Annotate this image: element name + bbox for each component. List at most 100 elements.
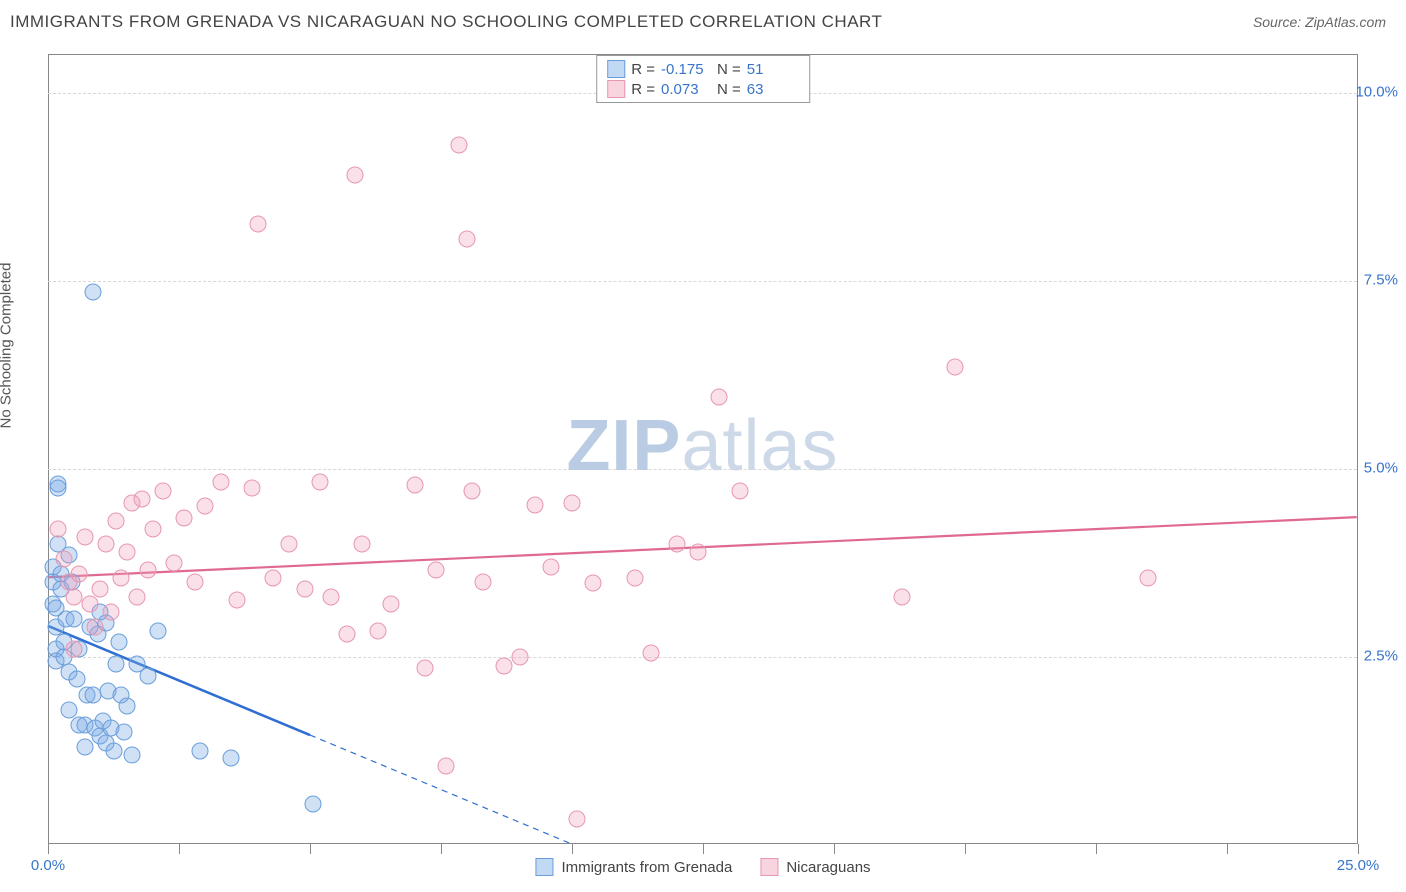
scatter-point — [87, 618, 104, 635]
scatter-point — [115, 724, 132, 741]
scatter-point — [370, 622, 387, 639]
gridline — [48, 657, 1357, 658]
y-tick-label: 7.5% — [1364, 271, 1398, 288]
scatter-point — [244, 479, 261, 496]
chart-source: Source: ZipAtlas.com — [1253, 14, 1386, 30]
scatter-point — [265, 569, 282, 586]
plot-area: ZIPatlas — [48, 54, 1358, 844]
scatter-point — [155, 483, 172, 500]
scatter-point — [322, 588, 339, 605]
y-tick-label: 10.0% — [1355, 83, 1398, 100]
scatter-point — [584, 575, 601, 592]
scatter-point — [76, 739, 93, 756]
scatter-point — [102, 603, 119, 620]
scatter-point — [304, 795, 321, 812]
swatch-pink-icon — [607, 80, 625, 98]
scatter-point — [113, 569, 130, 586]
scatter-point — [165, 554, 182, 571]
scatter-point — [84, 686, 101, 703]
scatter-point — [139, 562, 156, 579]
watermark: ZIPatlas — [566, 404, 838, 486]
swatch-blue-icon — [607, 60, 625, 78]
scatter-point — [186, 573, 203, 590]
scatter-point — [76, 528, 93, 545]
scatter-point — [527, 496, 544, 513]
scatter-point — [108, 656, 125, 673]
legend-row-grenada: R = -0.175 N = 51 — [607, 60, 797, 78]
scatter-point — [228, 592, 245, 609]
scatter-point — [464, 483, 481, 500]
scatter-point — [110, 633, 127, 650]
legend-item-nicaraguan: Nicaraguans — [760, 858, 870, 876]
scatter-point — [50, 521, 67, 538]
x-tick — [1096, 844, 1097, 854]
scatter-point — [197, 498, 214, 515]
chart-title: IMMIGRANTS FROM GRENADA VS NICARAGUAN NO… — [10, 12, 882, 32]
scatter-point — [946, 359, 963, 376]
x-tick — [310, 844, 311, 854]
scatter-point — [417, 660, 434, 677]
scatter-point — [60, 701, 77, 718]
scatter-point — [97, 536, 114, 553]
scatter-point — [144, 521, 161, 538]
x-tick-label: 25.0% — [1337, 857, 1380, 874]
scatter-point — [223, 750, 240, 767]
scatter-point — [296, 581, 313, 598]
x-tick — [965, 844, 966, 854]
scatter-point — [312, 474, 329, 491]
scatter-point — [84, 284, 101, 301]
scatter-point — [281, 536, 298, 553]
series-legend: Immigrants from Grenada Nicaraguans — [535, 858, 870, 876]
x-tick — [179, 844, 180, 854]
scatter-point — [55, 551, 72, 568]
correlation-legend: R = -0.175 N = 51 R = 0.073 N = 63 — [596, 55, 810, 103]
scatter-point — [474, 573, 491, 590]
scatter-point — [118, 697, 135, 714]
scatter-point — [626, 569, 643, 586]
x-tick — [48, 844, 49, 854]
trend-lines — [48, 55, 1357, 844]
scatter-point — [438, 758, 455, 775]
scatter-point — [118, 543, 135, 560]
scatter-point — [346, 167, 363, 184]
scatter-point — [642, 645, 659, 662]
scatter-point — [569, 810, 586, 827]
scatter-point — [249, 216, 266, 233]
x-tick — [572, 844, 573, 854]
y-tick-label: 5.0% — [1364, 459, 1398, 476]
scatter-point — [66, 611, 83, 628]
scatter-point — [191, 742, 208, 759]
gridline — [48, 281, 1357, 282]
scatter-point — [139, 667, 156, 684]
scatter-point — [354, 536, 371, 553]
swatch-blue-icon — [535, 858, 553, 876]
scatter-point — [176, 509, 193, 526]
scatter-point — [105, 742, 122, 759]
x-tick — [834, 844, 835, 854]
scatter-point — [894, 588, 911, 605]
scatter-point — [92, 581, 109, 598]
scatter-point — [134, 490, 151, 507]
scatter-point — [564, 494, 581, 511]
scatter-point — [338, 626, 355, 643]
chart-header: IMMIGRANTS FROM GRENADA VS NICARAGUAN NO… — [0, 0, 1406, 40]
scatter-point — [129, 588, 146, 605]
x-tick — [703, 844, 704, 854]
scatter-point — [689, 543, 706, 560]
scatter-point — [66, 641, 83, 658]
legend-item-grenada: Immigrants from Grenada — [535, 858, 732, 876]
x-tick-label: 0.0% — [31, 857, 65, 874]
scatter-point — [543, 558, 560, 575]
scatter-point — [81, 596, 98, 613]
scatter-point — [108, 513, 125, 530]
scatter-point — [495, 657, 512, 674]
x-tick — [1358, 844, 1359, 854]
gridline — [48, 469, 1357, 470]
scatter-point — [383, 596, 400, 613]
y-axis-label: No Schooling Completed — [0, 263, 15, 429]
scatter-point — [427, 562, 444, 579]
scatter-point — [1140, 569, 1157, 586]
swatch-pink-icon — [760, 858, 778, 876]
scatter-point — [668, 536, 685, 553]
y-tick-label: 2.5% — [1364, 647, 1398, 664]
